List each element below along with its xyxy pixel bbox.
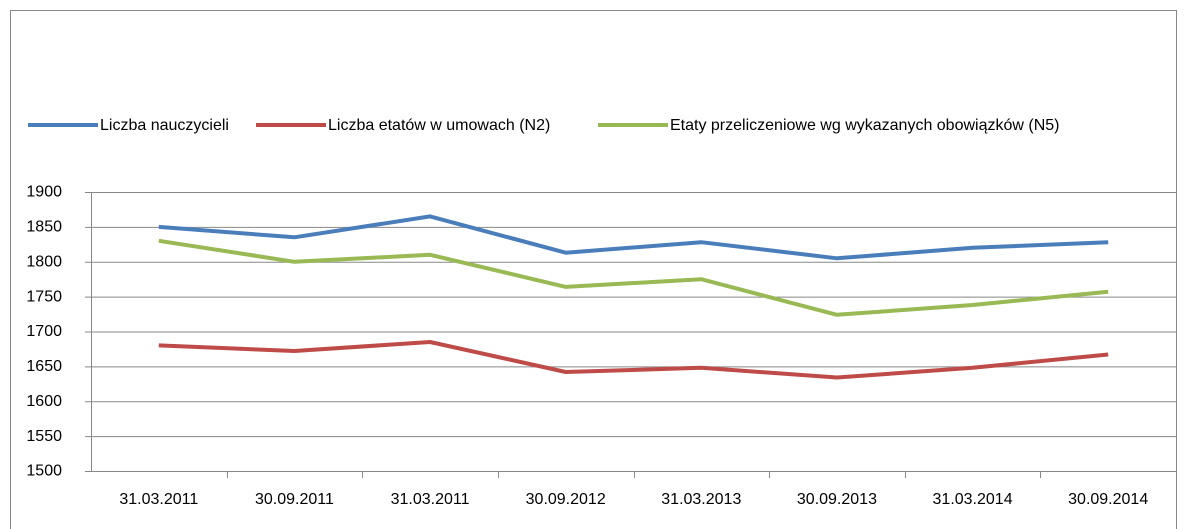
line-series bbox=[158, 340, 1109, 380]
line-series bbox=[158, 214, 1109, 261]
y-tick-label: 1800 bbox=[26, 253, 62, 270]
legend-label: Liczba nauczycieli bbox=[100, 117, 229, 134]
x-tick-label: 31.03.2014 bbox=[933, 491, 1013, 508]
y-tick-label: 1900 bbox=[26, 184, 62, 201]
y-tick-label: 1700 bbox=[26, 323, 62, 340]
line-series bbox=[158, 238, 1109, 317]
x-tick-label: 30.09.2013 bbox=[797, 491, 877, 508]
y-tick-label: 1750 bbox=[26, 288, 62, 305]
legend-label: Liczba etatów w umowach (N2) bbox=[328, 117, 550, 134]
y-tick-label: 1550 bbox=[26, 428, 62, 445]
y-tick-label: 1850 bbox=[26, 219, 62, 236]
y-tick-label: 1600 bbox=[26, 393, 62, 410]
x-tick-label: 31.03.2013 bbox=[661, 491, 741, 508]
x-tick-label: 30.09.2014 bbox=[1068, 491, 1148, 508]
x-tick-label: 30.09.2011 bbox=[255, 491, 334, 508]
y-tick-label: 1650 bbox=[26, 358, 62, 375]
y-tick-label: 1500 bbox=[26, 463, 62, 480]
chart-border bbox=[10, 10, 1177, 529]
x-tick-label: 30.09.2012 bbox=[526, 491, 606, 508]
x-tick-label: 31.03.2011 bbox=[119, 491, 198, 508]
legend-label: Etaty przeliczeniowe wg wykazanych obowi… bbox=[670, 117, 1060, 134]
x-tick-label: 31.03.2011 bbox=[391, 491, 470, 508]
